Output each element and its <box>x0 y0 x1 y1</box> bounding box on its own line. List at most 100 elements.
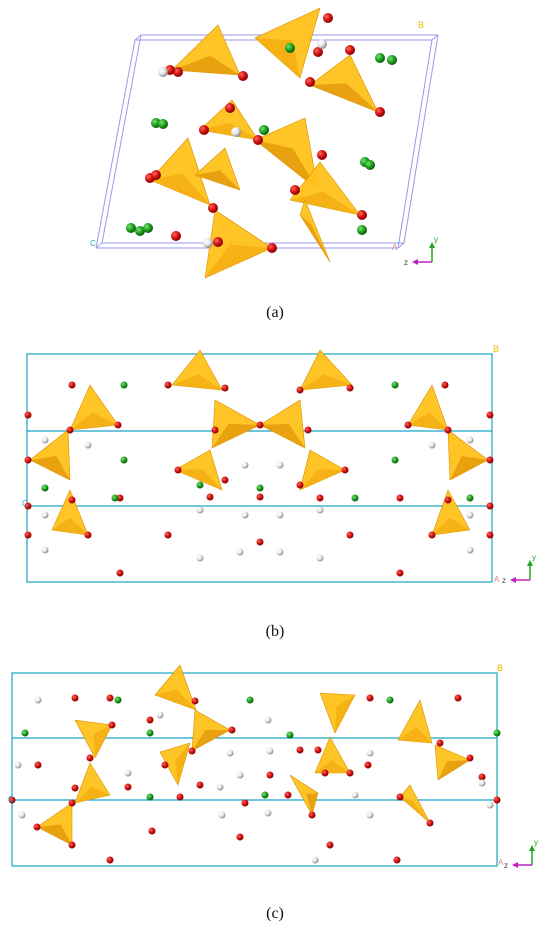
oxygen-atom <box>428 531 436 539</box>
white-atom <box>466 436 474 444</box>
oxygen-atom <box>164 381 172 389</box>
white-atom <box>276 548 284 556</box>
corner-label-b: B <box>493 344 500 354</box>
tetrahedron-face <box>172 374 222 390</box>
oxygen-atom <box>357 210 367 220</box>
oxygen-atom <box>116 494 124 502</box>
oxygen-atom <box>308 811 316 819</box>
tetrahedron-face <box>150 173 210 205</box>
green-atom <box>259 125 269 135</box>
oxygen-atom <box>404 421 412 429</box>
green-atom <box>196 481 204 489</box>
z-axis-arrowhead <box>412 259 418 265</box>
oxygen-atom <box>108 721 116 729</box>
unit-cell-edge <box>134 34 142 41</box>
oxygen-atom <box>164 531 172 539</box>
oxygen-atom <box>24 456 32 464</box>
white-atom <box>366 811 374 819</box>
oxygen-atom <box>296 386 304 394</box>
tetrahedron-face <box>306 793 318 815</box>
tetrahedron-face <box>438 760 470 780</box>
tetrahedron-face <box>450 456 488 480</box>
white-atom <box>236 771 244 779</box>
white-atom <box>316 554 324 562</box>
oxygen-atom <box>341 466 349 474</box>
green-atom <box>143 223 153 233</box>
oxygen-atom <box>24 502 32 510</box>
green-atom <box>158 119 168 129</box>
oxygen-atom <box>238 71 248 81</box>
unit-cell-outline <box>11 672 498 867</box>
oxygen-atom <box>345 45 355 55</box>
end-label: A <box>392 243 398 252</box>
oxygen-atom <box>241 799 249 807</box>
green-atom <box>120 381 128 389</box>
green-atom <box>41 484 49 492</box>
oxygen-atom <box>148 827 156 835</box>
tetrahedron-face <box>300 215 330 262</box>
oxygen-atom <box>161 761 169 769</box>
origin-label: C <box>8 795 14 804</box>
oxygen-atom <box>253 135 263 145</box>
oxygen-atom <box>114 421 122 429</box>
oxygen-atom <box>346 531 354 539</box>
white-atom <box>241 511 249 519</box>
oxygen-atom <box>151 170 161 180</box>
green-atom <box>256 484 264 492</box>
white-atom <box>14 761 22 769</box>
green-atom <box>285 43 295 53</box>
oxygen-atom <box>221 384 229 392</box>
tetrahedron-face <box>155 689 196 710</box>
tetrahedron-face <box>175 469 222 490</box>
oxygen-atom <box>106 694 114 702</box>
white-atom <box>18 811 26 819</box>
oxygen-atom <box>86 754 94 762</box>
tetrahedron <box>299 199 331 263</box>
white-atom <box>216 783 224 791</box>
oxygen-atom <box>396 494 404 502</box>
white-atom <box>264 809 272 817</box>
oxygen-atom <box>256 421 264 429</box>
tetrahedron-face <box>30 456 70 480</box>
white-atom <box>317 39 327 49</box>
y-axis-arrowhead <box>527 560 533 566</box>
oxygen-atom <box>296 481 304 489</box>
oxygen-atom <box>441 381 449 389</box>
oxygen-atom <box>436 739 444 747</box>
green-atom <box>365 160 375 170</box>
oxygen-atom <box>266 771 274 779</box>
white-atom <box>276 461 284 469</box>
oxygen-atom <box>33 823 41 831</box>
white-atom <box>41 436 49 444</box>
white-atom <box>428 441 436 449</box>
tetrahedron-face <box>195 170 240 190</box>
tetrahedron-face <box>205 244 272 278</box>
white-atom <box>196 554 204 562</box>
corner-label-a: B <box>418 20 425 30</box>
oxygen-atom <box>188 747 196 755</box>
oxygen-atom <box>208 203 218 213</box>
green-atom <box>246 696 254 704</box>
unit-cell-edge <box>397 242 405 249</box>
tetrahedron-face <box>310 83 378 112</box>
oxygen-atom <box>171 231 181 241</box>
caption-c: (c) <box>266 905 284 922</box>
oxygen-atom <box>486 531 494 539</box>
white-atom <box>231 127 241 137</box>
oxygen-atom <box>225 103 235 113</box>
y-axis-label: y <box>534 838 538 847</box>
tetrahedron-face <box>255 140 318 190</box>
oxygen-atom <box>71 784 79 792</box>
y-axis-arrowhead <box>429 242 435 248</box>
oxygen-atom <box>68 799 76 807</box>
oxygen-atom <box>396 793 404 801</box>
white-atom <box>196 506 204 514</box>
green-atom <box>146 729 154 737</box>
oxygen-atom <box>314 746 322 754</box>
tetrahedron-face <box>400 797 430 823</box>
y-axis-label: y <box>532 553 536 562</box>
oxygen-atom <box>396 569 404 577</box>
oxygen-atom <box>236 833 244 841</box>
